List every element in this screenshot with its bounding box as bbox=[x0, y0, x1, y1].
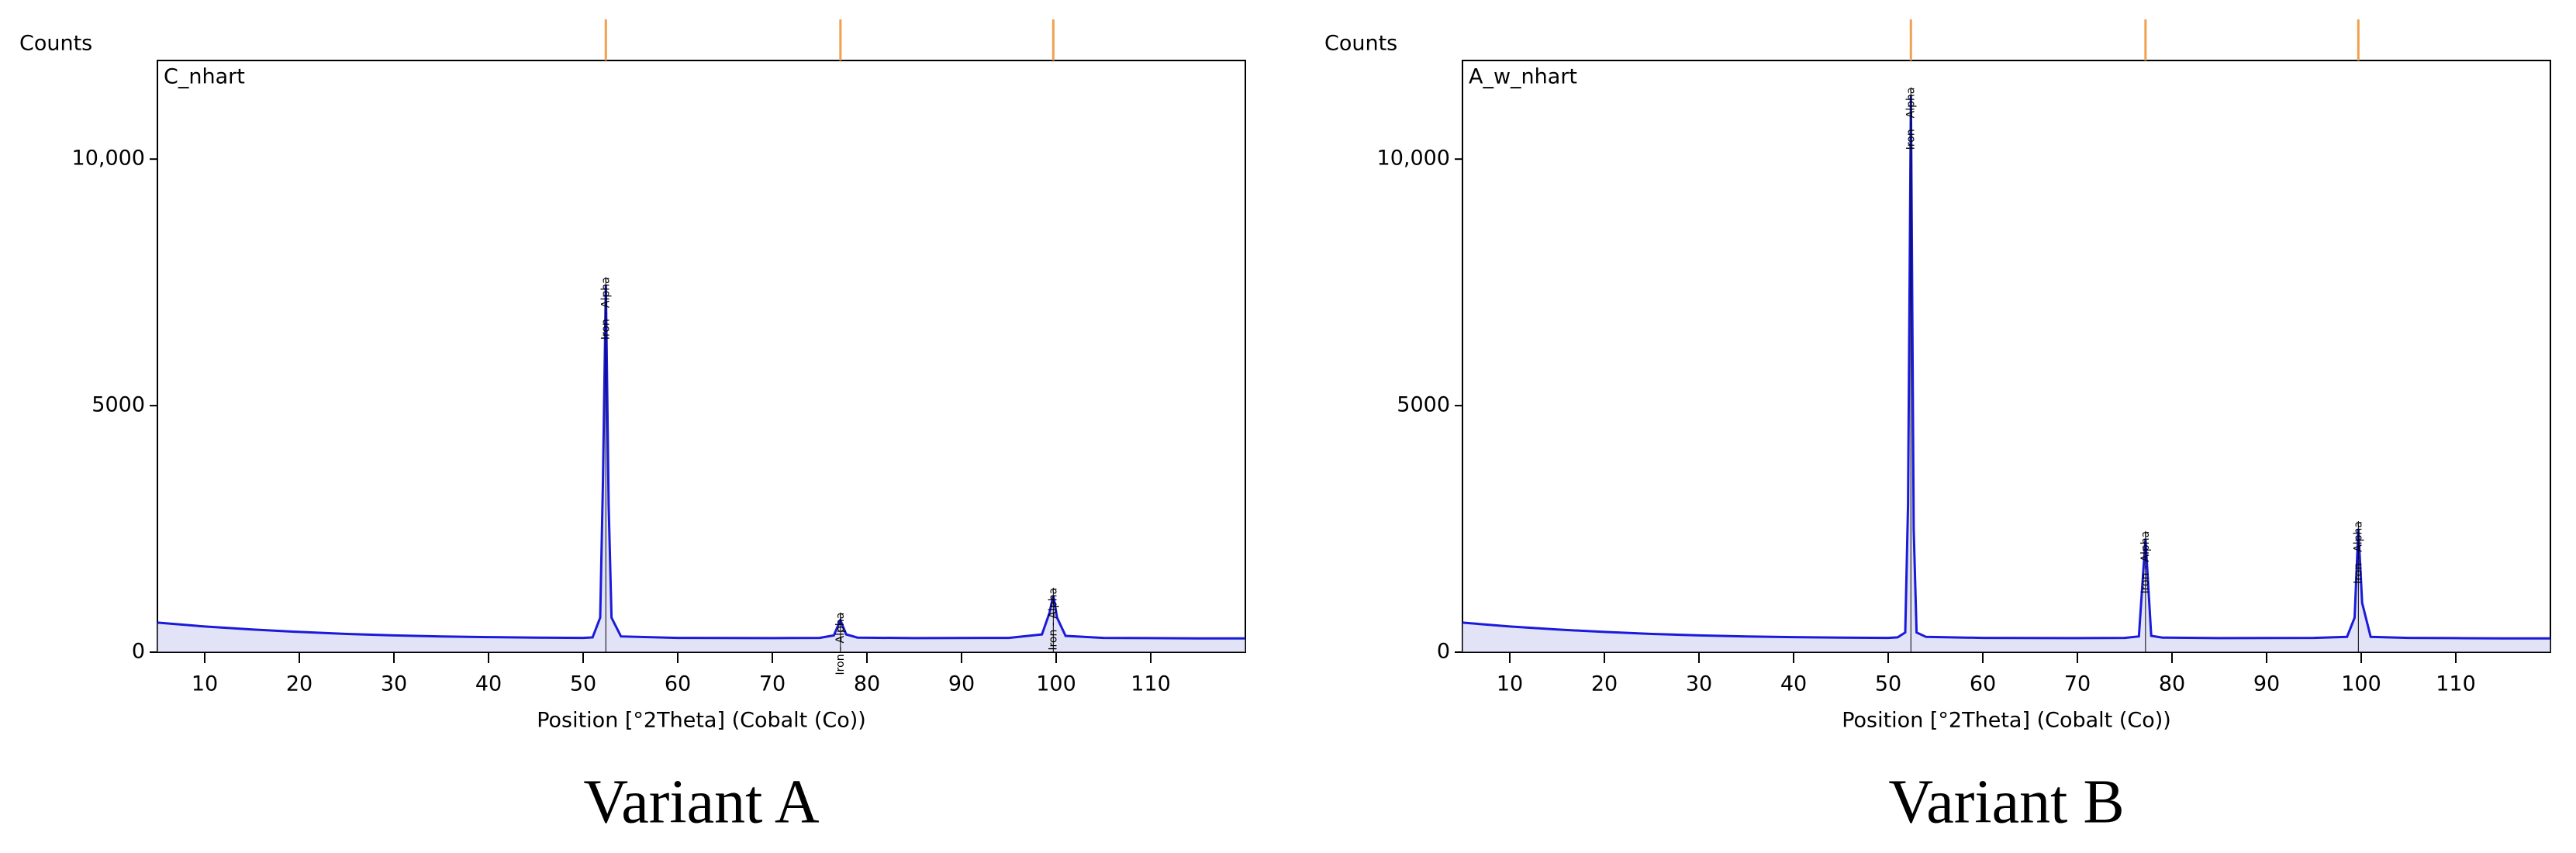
x-tick-label: 40 bbox=[1780, 672, 1807, 696]
x-tick-label: 20 bbox=[286, 672, 313, 696]
plot-frame bbox=[157, 60, 1246, 653]
x-tick-label: 30 bbox=[381, 672, 407, 696]
y-tick-label: 10,000 bbox=[1377, 147, 1450, 171]
x-tick-label: 110 bbox=[1131, 672, 1171, 696]
x-tick-label: 50 bbox=[570, 672, 596, 696]
chart-title: A_w_nhart bbox=[1469, 65, 1577, 89]
x-tick-label: 10 bbox=[1497, 672, 1523, 696]
x-tick-label: 60 bbox=[665, 672, 691, 696]
y-tick-label: 0 bbox=[132, 640, 145, 664]
x-tick-label: 100 bbox=[1036, 672, 1076, 696]
chart-title: C_nhart bbox=[164, 65, 245, 89]
chart: Counts A_w_nhart Position [°2Theta] (Cobal… bbox=[1324, 19, 2551, 836]
caption: Variant B bbox=[1888, 768, 2124, 836]
x-tick-label: 20 bbox=[1591, 672, 1618, 696]
x-tick-label: 70 bbox=[759, 672, 786, 696]
x-tick-label: 10 bbox=[192, 672, 218, 696]
peak-label: Iron - Alpha bbox=[834, 613, 847, 675]
peak-label: Iron - Alpha bbox=[1047, 588, 1059, 651]
chart: Counts C_nhart Position [°2Theta] (Cobalt … bbox=[19, 19, 1246, 836]
x-axis-label: Position [°2Theta] (Cobalt (Co)) bbox=[537, 709, 866, 733]
area bbox=[1462, 95, 2550, 652]
x-tick-label: 80 bbox=[854, 672, 880, 696]
y-axis-label: Counts bbox=[19, 32, 92, 56]
x-tick-label: 70 bbox=[2064, 672, 2091, 696]
peak-label: Iron - Alpha bbox=[599, 277, 612, 340]
y-tick-label: 5000 bbox=[1397, 393, 1450, 417]
x-tick-label: 80 bbox=[2159, 672, 2185, 696]
x-tick-label: 90 bbox=[2253, 672, 2280, 696]
caption: Variant A bbox=[583, 768, 820, 836]
y-tick-label: 5000 bbox=[92, 393, 145, 417]
x-tick-label: 60 bbox=[1970, 672, 1996, 696]
x-tick-label: 110 bbox=[2436, 672, 2476, 696]
y-axis-label: Counts bbox=[1324, 32, 1397, 56]
x-tick-label: 90 bbox=[948, 672, 975, 696]
x-tick-label: 50 bbox=[1875, 672, 1901, 696]
plot-frame bbox=[1462, 60, 2551, 653]
area bbox=[157, 285, 1245, 652]
peak-label: Iron - Alpha bbox=[2139, 531, 2152, 594]
y-tick-label: 10,000 bbox=[72, 147, 145, 171]
y-tick-label: 0 bbox=[1437, 640, 1450, 664]
peak-label: Iron - Alpha bbox=[1904, 88, 1917, 150]
profile-line bbox=[1462, 95, 2550, 640]
x-tick-label: 30 bbox=[1686, 672, 1712, 696]
x-axis-label: Position [°2Theta] (Cobalt (Co)) bbox=[1842, 709, 2171, 733]
profile-line bbox=[157, 285, 1245, 640]
peak-label: Iron - Alpha bbox=[2352, 521, 2364, 584]
x-tick-label: 100 bbox=[2341, 672, 2381, 696]
x-tick-label: 40 bbox=[475, 672, 502, 696]
